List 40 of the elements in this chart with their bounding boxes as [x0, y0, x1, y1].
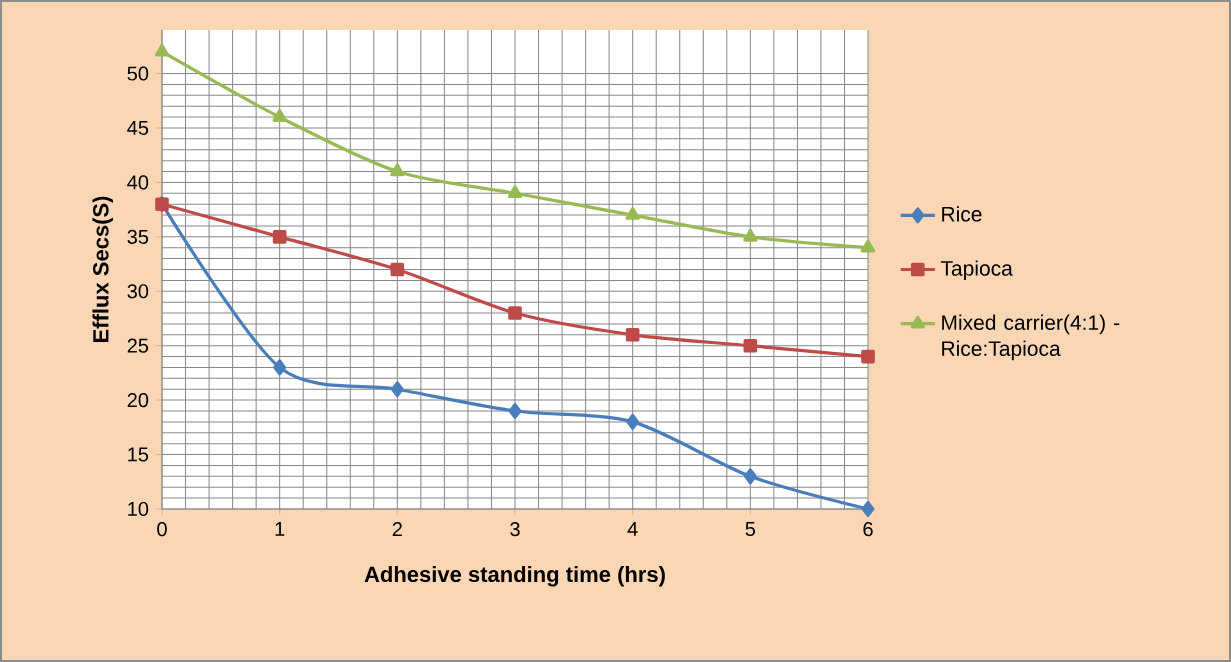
- point: [861, 349, 875, 364]
- y-tick-label: 25: [127, 338, 149, 353]
- point: [861, 500, 875, 517]
- point: [743, 468, 757, 485]
- x-tick-label: 0: [157, 522, 167, 537]
- legend-label: Mixed carrier(4:1) - Rice:Tapioca: [942, 314, 1120, 361]
- y-tick-label: 35: [127, 229, 149, 244]
- legend-label: Rice: [942, 206, 982, 222]
- point: [743, 338, 758, 353]
- y-tick-label: 15: [128, 447, 149, 462]
- point: [626, 413, 640, 430]
- x-axis-title: Adhesive standing time (hrs): [364, 565, 665, 587]
- x-tick-label: 1: [275, 522, 285, 536]
- y-tick-label: 50: [127, 66, 149, 81]
- x-tick-label: 3: [510, 522, 520, 537]
- point: [625, 207, 640, 220]
- point: [272, 230, 287, 244]
- y-axis-title: Efflux Secs(S): [92, 196, 113, 342]
- point: [625, 328, 640, 342]
- legend-label: Tapioca: [940, 260, 1013, 280]
- point: [273, 359, 287, 376]
- x-tick-label: 2: [392, 522, 402, 537]
- point: [507, 185, 523, 199]
- point: [390, 262, 405, 277]
- x-tick-label: 6: [863, 522, 873, 537]
- point: [508, 306, 522, 320]
- point: [390, 163, 405, 177]
- x-tick-label: 4: [627, 522, 638, 536]
- x-tick-label: 5: [745, 522, 756, 536]
- y-tick-label: 40: [127, 175, 149, 190]
- point: [154, 43, 170, 57]
- point: [390, 381, 404, 398]
- point: [272, 109, 287, 122]
- y-tick-label: 10: [128, 501, 149, 517]
- point: [743, 228, 758, 242]
- point: [860, 239, 876, 253]
- y-tick-label: 20: [127, 393, 149, 408]
- y-tick-label: 30: [127, 284, 149, 299]
- point: [508, 403, 522, 420]
- y-tick-label: 45: [127, 120, 149, 135]
